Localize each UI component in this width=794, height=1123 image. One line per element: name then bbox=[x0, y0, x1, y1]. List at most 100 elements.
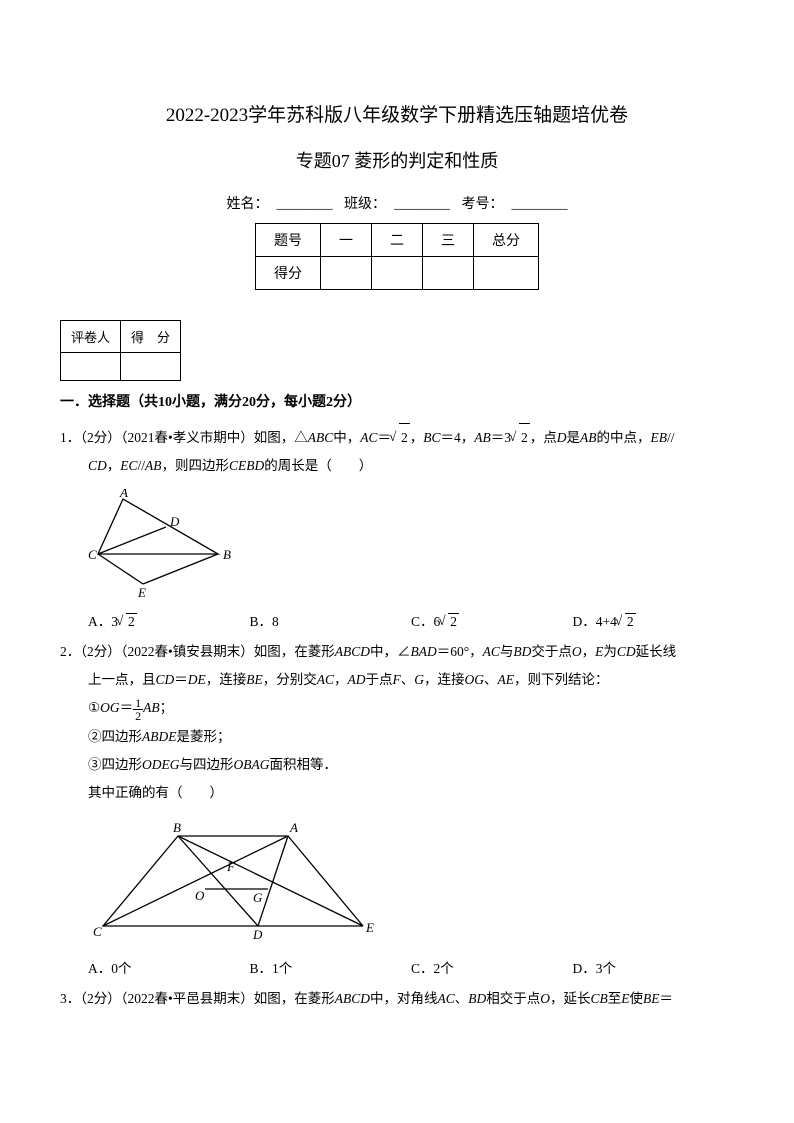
text: 的周长是（ ） bbox=[264, 458, 372, 473]
option-b: B．1个 bbox=[250, 957, 412, 977]
line-eb bbox=[143, 554, 218, 584]
var: ABDE bbox=[142, 729, 177, 744]
var: AB bbox=[145, 458, 162, 473]
sqrt-val: 2 bbox=[448, 613, 459, 630]
q2-options: A．0个 B．1个 C．2个 D．3个 bbox=[60, 957, 734, 977]
text: 至 bbox=[608, 991, 622, 1006]
text: 中，∠ bbox=[370, 644, 411, 659]
text: ＝ bbox=[120, 700, 134, 715]
q1-options: A．32 B．8 C．62 D．4+42 bbox=[60, 610, 734, 630]
var: AB bbox=[143, 700, 160, 715]
var: D bbox=[557, 430, 567, 445]
cell: 二 bbox=[372, 224, 423, 257]
info-line: 姓名：________ 班级：________ 考号：________ bbox=[60, 193, 734, 213]
var: E bbox=[621, 991, 629, 1006]
var: ABCD bbox=[335, 644, 370, 659]
label-b: B bbox=[223, 547, 231, 562]
text: ， bbox=[582, 644, 596, 659]
label-d: D bbox=[252, 927, 263, 942]
sqrt: 2 bbox=[391, 423, 410, 452]
cell bbox=[121, 353, 181, 381]
text: 延长线 bbox=[636, 644, 677, 659]
var: O bbox=[572, 644, 582, 659]
var: AB bbox=[474, 430, 491, 445]
option-d: D．4+42 bbox=[573, 610, 735, 630]
var: AB bbox=[580, 430, 597, 445]
text: ＝ bbox=[174, 672, 188, 687]
var: BD bbox=[468, 991, 486, 1006]
option-c: C．62 bbox=[411, 610, 573, 630]
text: 与四边形 bbox=[180, 757, 234, 772]
sqrt-val: 2 bbox=[399, 423, 410, 452]
line-ae bbox=[288, 836, 363, 926]
text: 面积相等． bbox=[270, 757, 338, 772]
line-ce bbox=[98, 554, 143, 584]
table-row: 题号 一 二 三 总分 bbox=[256, 224, 539, 257]
text: ， bbox=[107, 458, 121, 473]
text: ＝4， bbox=[441, 430, 475, 445]
text: 相交于点 bbox=[486, 991, 540, 1006]
cell: 三 bbox=[423, 224, 474, 257]
opt-text: A．3 bbox=[88, 614, 118, 629]
blank: ________ bbox=[394, 197, 450, 212]
var: O bbox=[540, 991, 550, 1006]
var: BC bbox=[423, 430, 440, 445]
var: OG bbox=[465, 672, 485, 687]
fraction: 12 bbox=[133, 697, 143, 722]
text: 、 bbox=[484, 672, 498, 687]
text: ，则下列结论： bbox=[514, 672, 609, 687]
triangle-diagram: A D C B E bbox=[88, 489, 248, 599]
cell: 得分 bbox=[256, 257, 321, 290]
cell: 得 分 bbox=[121, 321, 181, 353]
var: F bbox=[393, 672, 401, 687]
var: BE bbox=[246, 672, 263, 687]
denominator: 2 bbox=[133, 710, 143, 722]
numerator: 1 bbox=[133, 697, 143, 710]
label-g: G bbox=[253, 890, 263, 905]
text: ，延长 bbox=[550, 991, 591, 1006]
sqrt: 2 bbox=[440, 613, 459, 630]
option-c: C．2个 bbox=[411, 957, 573, 977]
cell: 题号 bbox=[256, 224, 321, 257]
q2-line2: 上一点，且CD＝DE，连接BE，分别交AC，AD于点F、G，连接OG、AE，则下… bbox=[60, 666, 734, 694]
table-row: 评卷人 得 分 bbox=[61, 321, 181, 353]
line-bd bbox=[178, 836, 258, 926]
figure-1: A D C B E bbox=[88, 489, 734, 604]
triangle-abc bbox=[98, 499, 218, 554]
option-a: A．32 bbox=[88, 610, 250, 630]
figure-2: B A C D E F O G bbox=[88, 816, 734, 951]
question-1: 1．（2分）（2021春•孝义市期中）如图，△ABC中，AC＝2，BC＝4，AB… bbox=[60, 423, 734, 481]
class-label: 班级： bbox=[344, 197, 386, 212]
name-label: 姓名： bbox=[227, 197, 269, 212]
label-d: D bbox=[169, 514, 180, 529]
var: EB bbox=[651, 430, 668, 445]
text: 中， bbox=[333, 430, 360, 445]
label-o: O bbox=[195, 888, 205, 903]
text: 于点 bbox=[366, 672, 393, 687]
var: OG bbox=[100, 700, 120, 715]
text: ，连接 bbox=[424, 672, 465, 687]
option-d: D．3个 bbox=[573, 957, 735, 977]
q2-item2: ②四边形ABDE是菱形； bbox=[60, 723, 734, 751]
var: CEBD bbox=[229, 458, 264, 473]
var: AD bbox=[348, 672, 366, 687]
var: BD bbox=[513, 644, 531, 659]
rhombus-diagram: B A C D E F O G bbox=[88, 816, 378, 946]
text: // bbox=[138, 458, 146, 473]
text: ＝60°， bbox=[437, 644, 483, 659]
label-e: E bbox=[137, 585, 146, 599]
label-f: F bbox=[226, 859, 236, 874]
var: OBAG bbox=[234, 757, 270, 772]
var: G bbox=[414, 672, 424, 687]
text: ，连接 bbox=[206, 672, 247, 687]
text: 使 bbox=[630, 991, 644, 1006]
examno-label: 考号： bbox=[462, 197, 504, 212]
text: ， bbox=[334, 672, 348, 687]
line-be bbox=[178, 836, 363, 926]
option-a: A．0个 bbox=[88, 957, 250, 977]
text: ， bbox=[410, 430, 424, 445]
cell: 一 bbox=[321, 224, 372, 257]
var: ODEG bbox=[142, 757, 180, 772]
q2-item3: ③四边形ODEG与四边形OBAG面积相等． bbox=[60, 751, 734, 779]
sub-title: 专题07 菱形的判定和性质 bbox=[60, 147, 734, 173]
